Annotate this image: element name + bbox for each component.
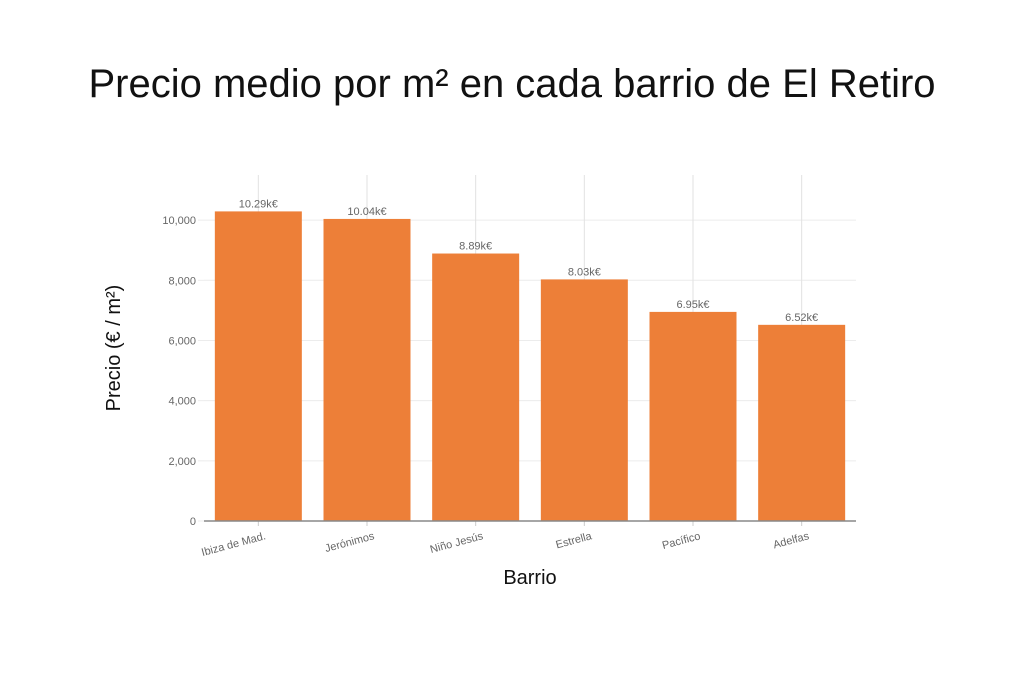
y-axis-title: Precio (€ / m²) [103,285,125,412]
data-label: 10.29k€ [239,198,278,210]
data-label: 8.89k€ [459,241,492,253]
data-label: 10.04k€ [347,206,386,218]
x-tick-label: Estrella [555,530,594,551]
bar [323,218,411,522]
bar [214,211,302,521]
y-tick-label: 8,000 [168,275,196,287]
x-axis-title: Barrio [503,567,556,589]
x-tick-label: Ibiza de Mad. [200,530,267,559]
chart-title: Precio medio por m² en cada barrio de El… [88,62,936,106]
y-tick-label: 10,000 [162,215,196,227]
bar [758,324,846,521]
y-tick-label: 2,000 [168,456,196,468]
x-tick-label: Niño Jesús [429,530,485,556]
data-label: 6.95k€ [676,299,709,311]
bar [432,253,520,521]
y-tick-label: 0 [190,516,196,528]
y-tick-label: 6,000 [168,335,196,347]
data-label: 8.03k€ [568,266,601,278]
x-tick-label: Adelfas [772,530,811,551]
bar [649,311,737,521]
data-label: 6.52k€ [785,312,818,324]
x-tick-label: Jerónimos [324,530,377,555]
y-tick-label: 4,000 [168,396,196,408]
x-tick-label: Pacífico [661,530,702,552]
bar [540,279,628,521]
